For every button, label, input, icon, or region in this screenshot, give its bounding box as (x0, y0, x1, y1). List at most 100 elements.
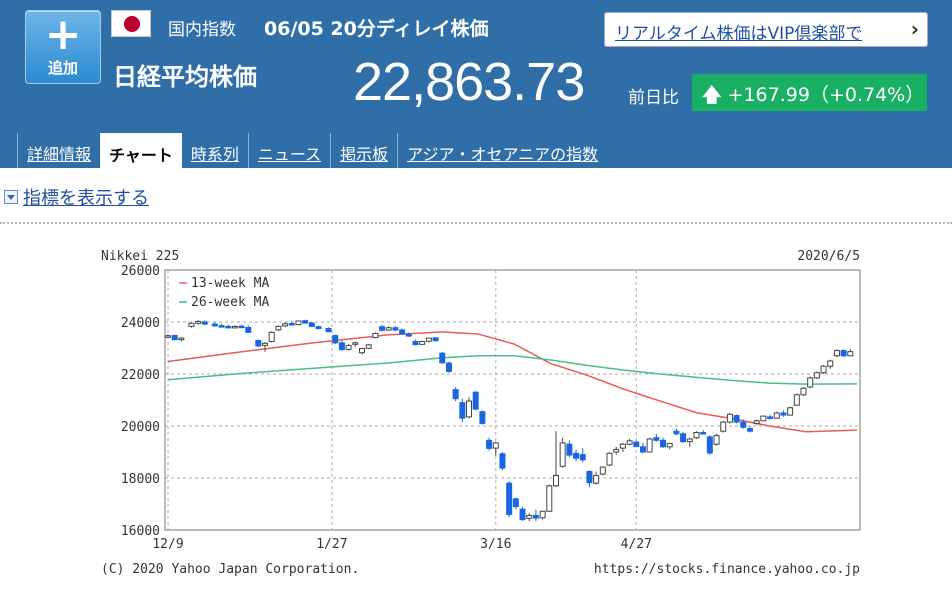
candle-body (599, 466, 606, 475)
candle-body (827, 360, 834, 367)
japan-flag-icon (111, 10, 151, 37)
index-name: 日経平均株価 (113, 63, 257, 91)
candle-body (653, 437, 660, 441)
candle-body (178, 337, 185, 341)
tab-history[interactable]: 時系列 (190, 145, 239, 164)
tab-asia-indices[interactable]: アジア・オセアニアの指数 (397, 133, 607, 168)
candle-body (820, 365, 827, 374)
candle-body (419, 341, 426, 345)
candle-body (773, 412, 780, 419)
candle-body (740, 421, 747, 428)
candle-body (211, 323, 218, 327)
y-tick-label: 20000 (121, 420, 160, 435)
candle-body (506, 482, 513, 515)
tab-chart[interactable]: チャート (100, 133, 182, 168)
candle-body (452, 389, 459, 400)
chevron-right-icon: › (910, 17, 919, 41)
candle-body (492, 442, 499, 449)
candle-body (231, 325, 238, 329)
tab-bar: 詳細情報 チャート 時系列 ニュース 掲示板 アジア・オセアニアの指数 (17, 133, 607, 168)
candle-body (288, 323, 295, 326)
x-axis-ticks: 12/9 1/27 3/16 4/27 (152, 537, 652, 552)
index-category: 国内指数 (168, 20, 236, 40)
candle-body (793, 394, 800, 406)
show-indicators-text: 指標を表示する (23, 188, 149, 209)
candle-body (787, 407, 794, 416)
moving-average-lines (167, 331, 858, 433)
candle-body (238, 325, 245, 329)
candle-body (807, 377, 814, 388)
candle-body (332, 335, 339, 344)
show-indicators-link[interactable]: 指標を表示する (4, 184, 149, 210)
candle-body (425, 337, 432, 342)
candle-body (379, 326, 386, 331)
candle-body (760, 415, 767, 422)
candle-body (201, 321, 208, 325)
candle-body (439, 352, 446, 364)
candle-body (352, 342, 359, 345)
x-tick-label: 12/9 (152, 537, 183, 552)
candle-body (626, 440, 633, 445)
candle-body (726, 413, 733, 423)
candle-body (593, 474, 600, 484)
candle-body (372, 332, 379, 339)
candle-body (345, 344, 352, 350)
candle-body (165, 335, 171, 338)
quote-datetime: 06/05 20分ディレイ株価 (264, 18, 489, 40)
tab-news[interactable]: ニュース (247, 133, 330, 168)
y-tick-label: 22000 (121, 368, 160, 383)
candle-body (586, 471, 593, 484)
up-arrow-icon: 🡅 (702, 84, 722, 106)
candle-body (282, 323, 289, 327)
candle-body (275, 325, 282, 331)
candle-body (358, 348, 365, 354)
copyright-text: (C) 2020 Yahoo Japan Corporation. (101, 562, 359, 577)
candle-body (325, 328, 332, 333)
add-label: 追加 (47, 59, 78, 77)
candle-body (733, 415, 740, 423)
candle-body (606, 452, 613, 466)
candle-body (613, 448, 620, 453)
tab-board[interactable]: 掲示板 (330, 133, 397, 168)
candle-body (261, 342, 268, 346)
candle-body (499, 453, 506, 469)
price-change-badge: 🡅 +167.99（+0.74%） (692, 74, 927, 111)
candle-body (512, 498, 519, 508)
candle-body (195, 320, 202, 324)
candle-body (579, 454, 586, 461)
candle-body (479, 411, 486, 424)
tab-details[interactable]: 詳細情報 (17, 133, 100, 168)
candle-body (225, 325, 232, 329)
candle-body (399, 329, 406, 335)
y-tick-label: 16000 (121, 524, 160, 539)
candle-body (188, 322, 195, 327)
x-tick-label: 3/16 (480, 537, 511, 552)
chart-legend: 13-week MA 26-week MA (179, 276, 269, 310)
x-tick-label: 4/27 (621, 537, 652, 552)
prev-day-label: 前日比 (628, 88, 679, 108)
candle-body (840, 350, 847, 357)
candle-body (546, 485, 553, 512)
x-tick-label: 1/27 (316, 537, 347, 552)
candle-body (392, 327, 399, 331)
candle-body (526, 514, 533, 519)
candle-body (713, 435, 720, 445)
vip-link-text: リアルタイム株価はVIP倶楽部で (615, 24, 863, 44)
vip-realtime-link[interactable]: リアルタイム株価はVIP倶楽部で › (604, 12, 928, 47)
candle-body (302, 320, 309, 324)
candle-body (532, 514, 539, 519)
candle-body (673, 430, 680, 435)
add-portfolio-button[interactable]: + 追加 (25, 10, 101, 84)
current-price: 22,863.73 (353, 52, 585, 112)
price-change-value: +167.99（+0.74%） (727, 84, 925, 106)
candle-body (466, 400, 473, 418)
nikkei-candlestick-chart: Nikkei 225 2020/6/5 16000 18000 20000 22000… (101, 249, 861, 577)
dropdown-toggle-icon (4, 190, 18, 204)
candle-body (633, 441, 640, 448)
legend-ma13: 13-week MA (191, 276, 269, 291)
source-url: https://stocks.finance.yahoo.co.jp (594, 562, 860, 577)
dotted-divider (0, 222, 952, 224)
candle-body (566, 443, 573, 456)
candle-body (338, 342, 345, 351)
candle-body (315, 326, 322, 330)
